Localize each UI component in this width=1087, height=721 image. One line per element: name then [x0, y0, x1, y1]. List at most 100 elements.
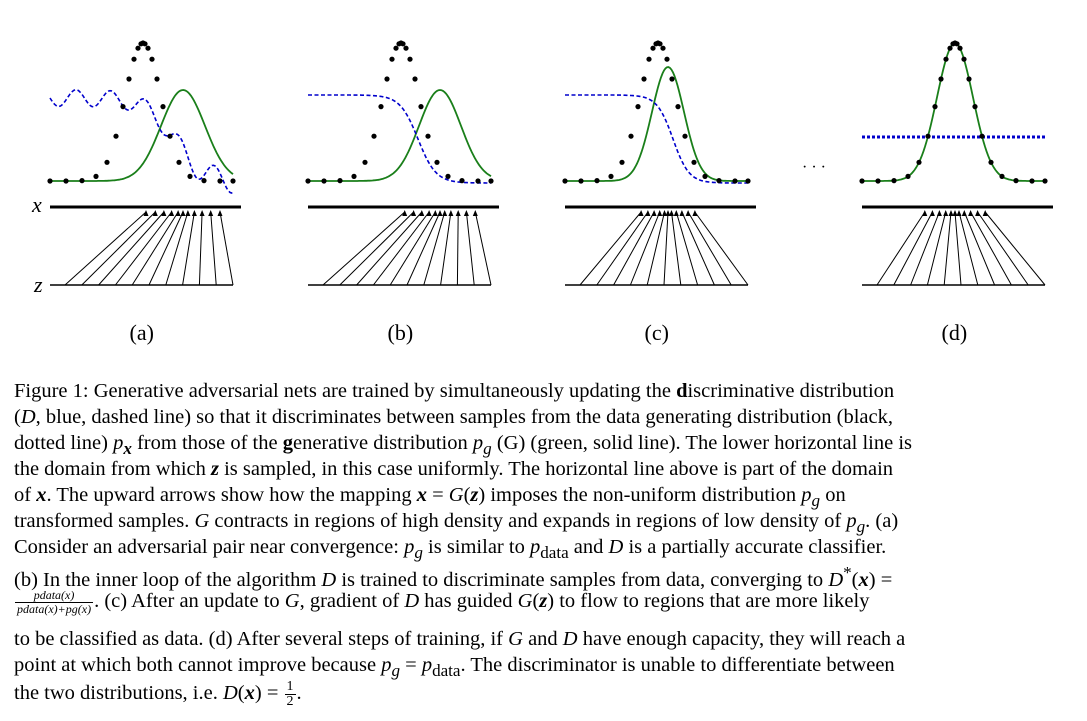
- mapping-arrow: [984, 211, 1046, 286]
- arrow-head: [175, 210, 181, 216]
- mapping-arrow: [406, 211, 441, 286]
- caption-math: x: [244, 682, 255, 705]
- caption-math: x: [36, 484, 47, 506]
- mapping-arrow: [474, 211, 492, 286]
- caption-text: contracts in regions of high density and…: [209, 510, 847, 532]
- mapping-arrow: [893, 211, 933, 286]
- data-point: [732, 178, 738, 184]
- arrow-head: [455, 210, 461, 216]
- mapping-arrow: [98, 211, 165, 286]
- ellipsis: · · ·: [802, 159, 826, 176]
- arrow-head: [426, 210, 432, 216]
- arrow-head: [180, 210, 186, 216]
- data-point: [745, 178, 751, 184]
- data-point: [445, 173, 451, 179]
- caption-text: is a partially accurate classifier.: [623, 536, 887, 558]
- data-point: [999, 173, 1005, 179]
- data-point: [669, 76, 675, 82]
- fraction-numerator: pdata(x): [15, 588, 94, 603]
- arrow-head: [638, 210, 644, 216]
- caption-text: is sampled, in this case uniformly. The …: [218, 458, 894, 480]
- caption-math: g: [414, 543, 423, 563]
- arrow-head: [199, 210, 205, 216]
- caption-text: , blue, dashed line) so that it discrimi…: [35, 406, 893, 428]
- data-point: [93, 173, 99, 179]
- arrow-head: [217, 210, 223, 216]
- data-point: [1042, 178, 1048, 184]
- caption-text: the domain from which: [14, 458, 211, 480]
- arrow-head: [657, 210, 663, 216]
- caption-math: p: [846, 510, 857, 532]
- data-point: [371, 133, 377, 139]
- data-point: [943, 56, 949, 62]
- data-point: [135, 45, 141, 51]
- caption-math: x: [416, 484, 427, 506]
- data-point: [321, 178, 327, 184]
- data-point: [131, 56, 137, 62]
- caption-math: G: [508, 628, 523, 650]
- data-point: [337, 178, 343, 184]
- panel-label: (a): [130, 320, 154, 345]
- caption-math: ): [547, 590, 555, 612]
- data-point: [425, 133, 431, 139]
- data-point: [362, 159, 368, 165]
- data-point: [578, 178, 584, 184]
- panel-label: (c): [645, 320, 669, 345]
- caption-text: have enough capacity, they will reach a: [577, 628, 906, 650]
- data-point: [859, 178, 865, 184]
- data-point: [916, 159, 922, 165]
- caption-text: Consider an adversarial pair near conver…: [14, 536, 405, 558]
- mapping-arrow: [687, 211, 732, 286]
- data-point: [393, 45, 399, 51]
- mapping-arrow: [81, 211, 156, 286]
- data-point: [142, 41, 148, 47]
- fraction-denominator: pdata(x)+pg(x): [17, 601, 92, 616]
- caption-text: from those of the: [131, 432, 283, 454]
- arrow-head: [956, 210, 962, 216]
- data-point: [488, 178, 494, 184]
- generator-curve: [862, 42, 1045, 182]
- caption-text: has guided: [419, 590, 518, 612]
- data-point: [201, 178, 207, 184]
- data-point: [716, 178, 722, 184]
- caption-line-9: pdata(x) pdata(x)+pg(x). (c) After an upd…: [14, 588, 1066, 616]
- data-point: [412, 76, 418, 82]
- mapping-arrow: [613, 211, 655, 286]
- arrow-head: [437, 210, 443, 216]
- data-point: [154, 76, 160, 82]
- data-point: [988, 159, 994, 165]
- caption-math: p: [113, 432, 124, 454]
- caption-text: point at which both cannot improve becau…: [14, 654, 382, 676]
- data-point: [187, 173, 193, 179]
- mapping-arrow: [663, 211, 669, 286]
- caption-text: and: [522, 628, 563, 650]
- gan-figure: (a) (b) (c) (d) x z · · ·: [31, 40, 1053, 345]
- data-point: [403, 45, 409, 51]
- arrow-head: [662, 210, 667, 216]
- caption-math: (: [463, 484, 471, 506]
- data-point: [167, 133, 173, 139]
- caption-bold-d: d: [676, 380, 688, 402]
- caption-line-2: (D, blue, dashed line) so that it discri…: [14, 404, 1066, 430]
- data-point: [389, 56, 395, 62]
- mapping-arrow: [926, 211, 947, 286]
- caption-math: data: [432, 661, 461, 681]
- mapping-arrow: [373, 211, 430, 286]
- data-point: [691, 159, 697, 165]
- caption-text: , gradient of: [299, 590, 405, 612]
- arrow-head: [692, 210, 698, 216]
- mapping-arrow: [131, 211, 179, 286]
- mapping-arrow: [210, 211, 217, 286]
- data-point: [126, 76, 132, 82]
- caption-bold-g: g: [282, 432, 293, 454]
- caption-math: x: [123, 439, 132, 459]
- mapping-arrow: [671, 211, 682, 286]
- arrow-head: [929, 210, 935, 216]
- arrow-head: [432, 210, 438, 216]
- caption-math: p: [404, 536, 415, 558]
- arrow-head: [669, 210, 674, 216]
- data-point: [120, 104, 126, 110]
- caption-math: =: [426, 484, 449, 506]
- caption-math: p: [421, 654, 433, 676]
